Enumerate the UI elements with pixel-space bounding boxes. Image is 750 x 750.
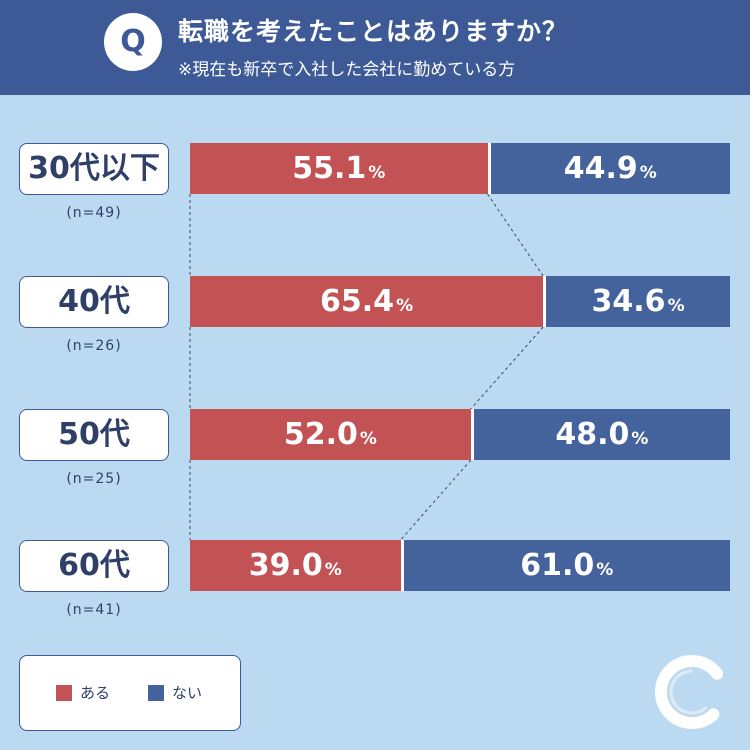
legend-swatch-no <box>148 684 164 701</box>
bar-value-label: 65.4 <box>320 284 395 319</box>
bar-unit-label: % <box>639 163 657 183</box>
group-label: 60代 <box>19 540 169 592</box>
question-badge: Q <box>104 13 162 71</box>
legend-item-no: ない <box>148 682 202 703</box>
bar-no: 48.0% <box>470 409 730 460</box>
header-banner: Q 転職を考えたことはありますか？ ※現在も新卒で入社した会社に勤めている方 <box>0 0 750 95</box>
bar-yes: 39.0% <box>190 540 401 591</box>
bar-value-label: 39.0 <box>248 548 323 583</box>
bar-unit-label: % <box>631 429 649 449</box>
sample-size-label: (n=25) <box>66 471 122 487</box>
bar-yes: 52.0% <box>190 409 471 460</box>
bar-value-label: 48.0 <box>555 417 630 452</box>
bar-unit-label: % <box>596 560 614 580</box>
bar-unit-label: % <box>359 429 377 449</box>
legend-swatch-yes <box>56 684 72 701</box>
split-connector-line <box>470 326 544 410</box>
sample-size-label: (n=41) <box>66 602 122 618</box>
group-label: 50代 <box>19 409 169 461</box>
sample-size-label: (n=26) <box>66 338 122 354</box>
sample-size-label: (n=49) <box>66 205 122 221</box>
bar-value-label: 55.1 <box>292 151 367 186</box>
bar-yes: 55.1% <box>190 143 488 194</box>
question-title: 転職を考えたことはありますか？ <box>178 17 569 46</box>
group-label: 30代以下 <box>19 143 169 195</box>
split-connector-line <box>487 193 544 277</box>
bar-unit-label: % <box>667 296 685 316</box>
legend-label-yes: ある <box>80 684 111 702</box>
bar-unit-label: % <box>324 560 342 580</box>
bar-unit-label: % <box>368 163 386 183</box>
legend-label-no: ない <box>172 684 203 702</box>
bar-value-label: 61.0 <box>520 548 595 583</box>
bar-value-label: 52.0 <box>283 417 358 452</box>
group-label: 40代 <box>19 276 169 328</box>
bar-unit-label: % <box>396 296 414 316</box>
bar-no: 34.6% <box>543 276 730 327</box>
split-connector-line <box>400 459 472 541</box>
bar-value-label: 34.6 <box>591 284 666 319</box>
legend-item-yes: ある <box>56 682 110 703</box>
c-logo-icon <box>655 655 729 729</box>
legend: ある ない <box>19 655 241 731</box>
bar-value-label: 44.9 <box>563 151 638 186</box>
question-subtitle: ※現在も新卒で入社した会社に勤めている方 <box>178 60 516 80</box>
bar-no: 44.9% <box>487 143 730 194</box>
bar-yes: 65.4% <box>190 276 544 327</box>
bar-no: 61.0% <box>400 540 730 591</box>
